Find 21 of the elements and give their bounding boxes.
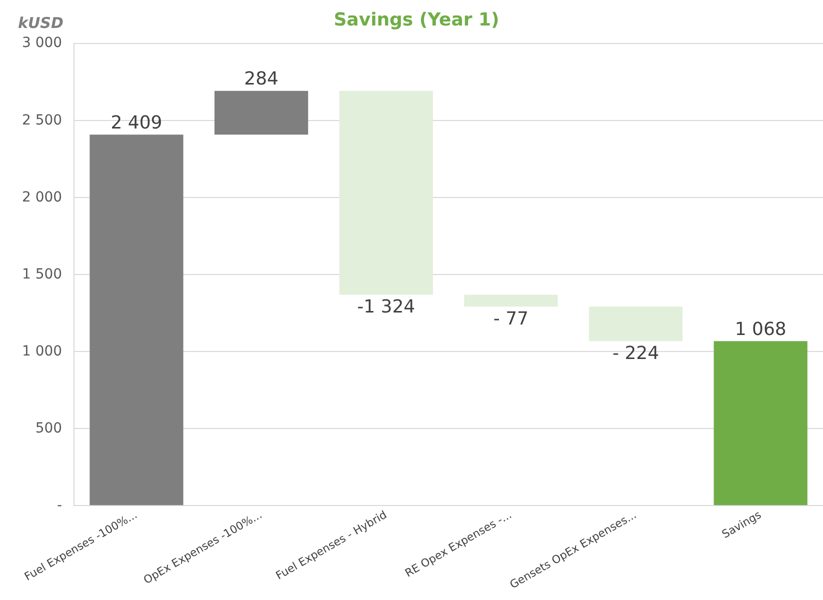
data-label: -1 324 (357, 296, 416, 318)
bar (214, 90, 308, 135)
y-tick-label: - (57, 497, 62, 514)
data-label: 1 068 (734, 318, 786, 340)
y-axis-title: kUSD (18, 14, 64, 32)
data-label: - 77 (493, 308, 529, 330)
y-tick-label: 1 000 (22, 343, 62, 360)
bar (90, 134, 184, 506)
data-label: 284 (244, 68, 278, 90)
chart-title: Savings (Year 1) (334, 9, 500, 30)
data-label: - 224 (612, 342, 660, 364)
data-label: 2 409 (110, 112, 162, 134)
bar (464, 294, 558, 307)
y-tick-label: 2 500 (22, 112, 62, 128)
bar (714, 341, 808, 506)
y-tick-label: 1 500 (22, 266, 62, 282)
y-tick-label: 500 (35, 420, 62, 436)
bar (588, 306, 683, 342)
bar (339, 90, 433, 295)
y-tick-label: 3 000 (22, 35, 62, 52)
y-tick-label: 2 000 (22, 189, 62, 206)
